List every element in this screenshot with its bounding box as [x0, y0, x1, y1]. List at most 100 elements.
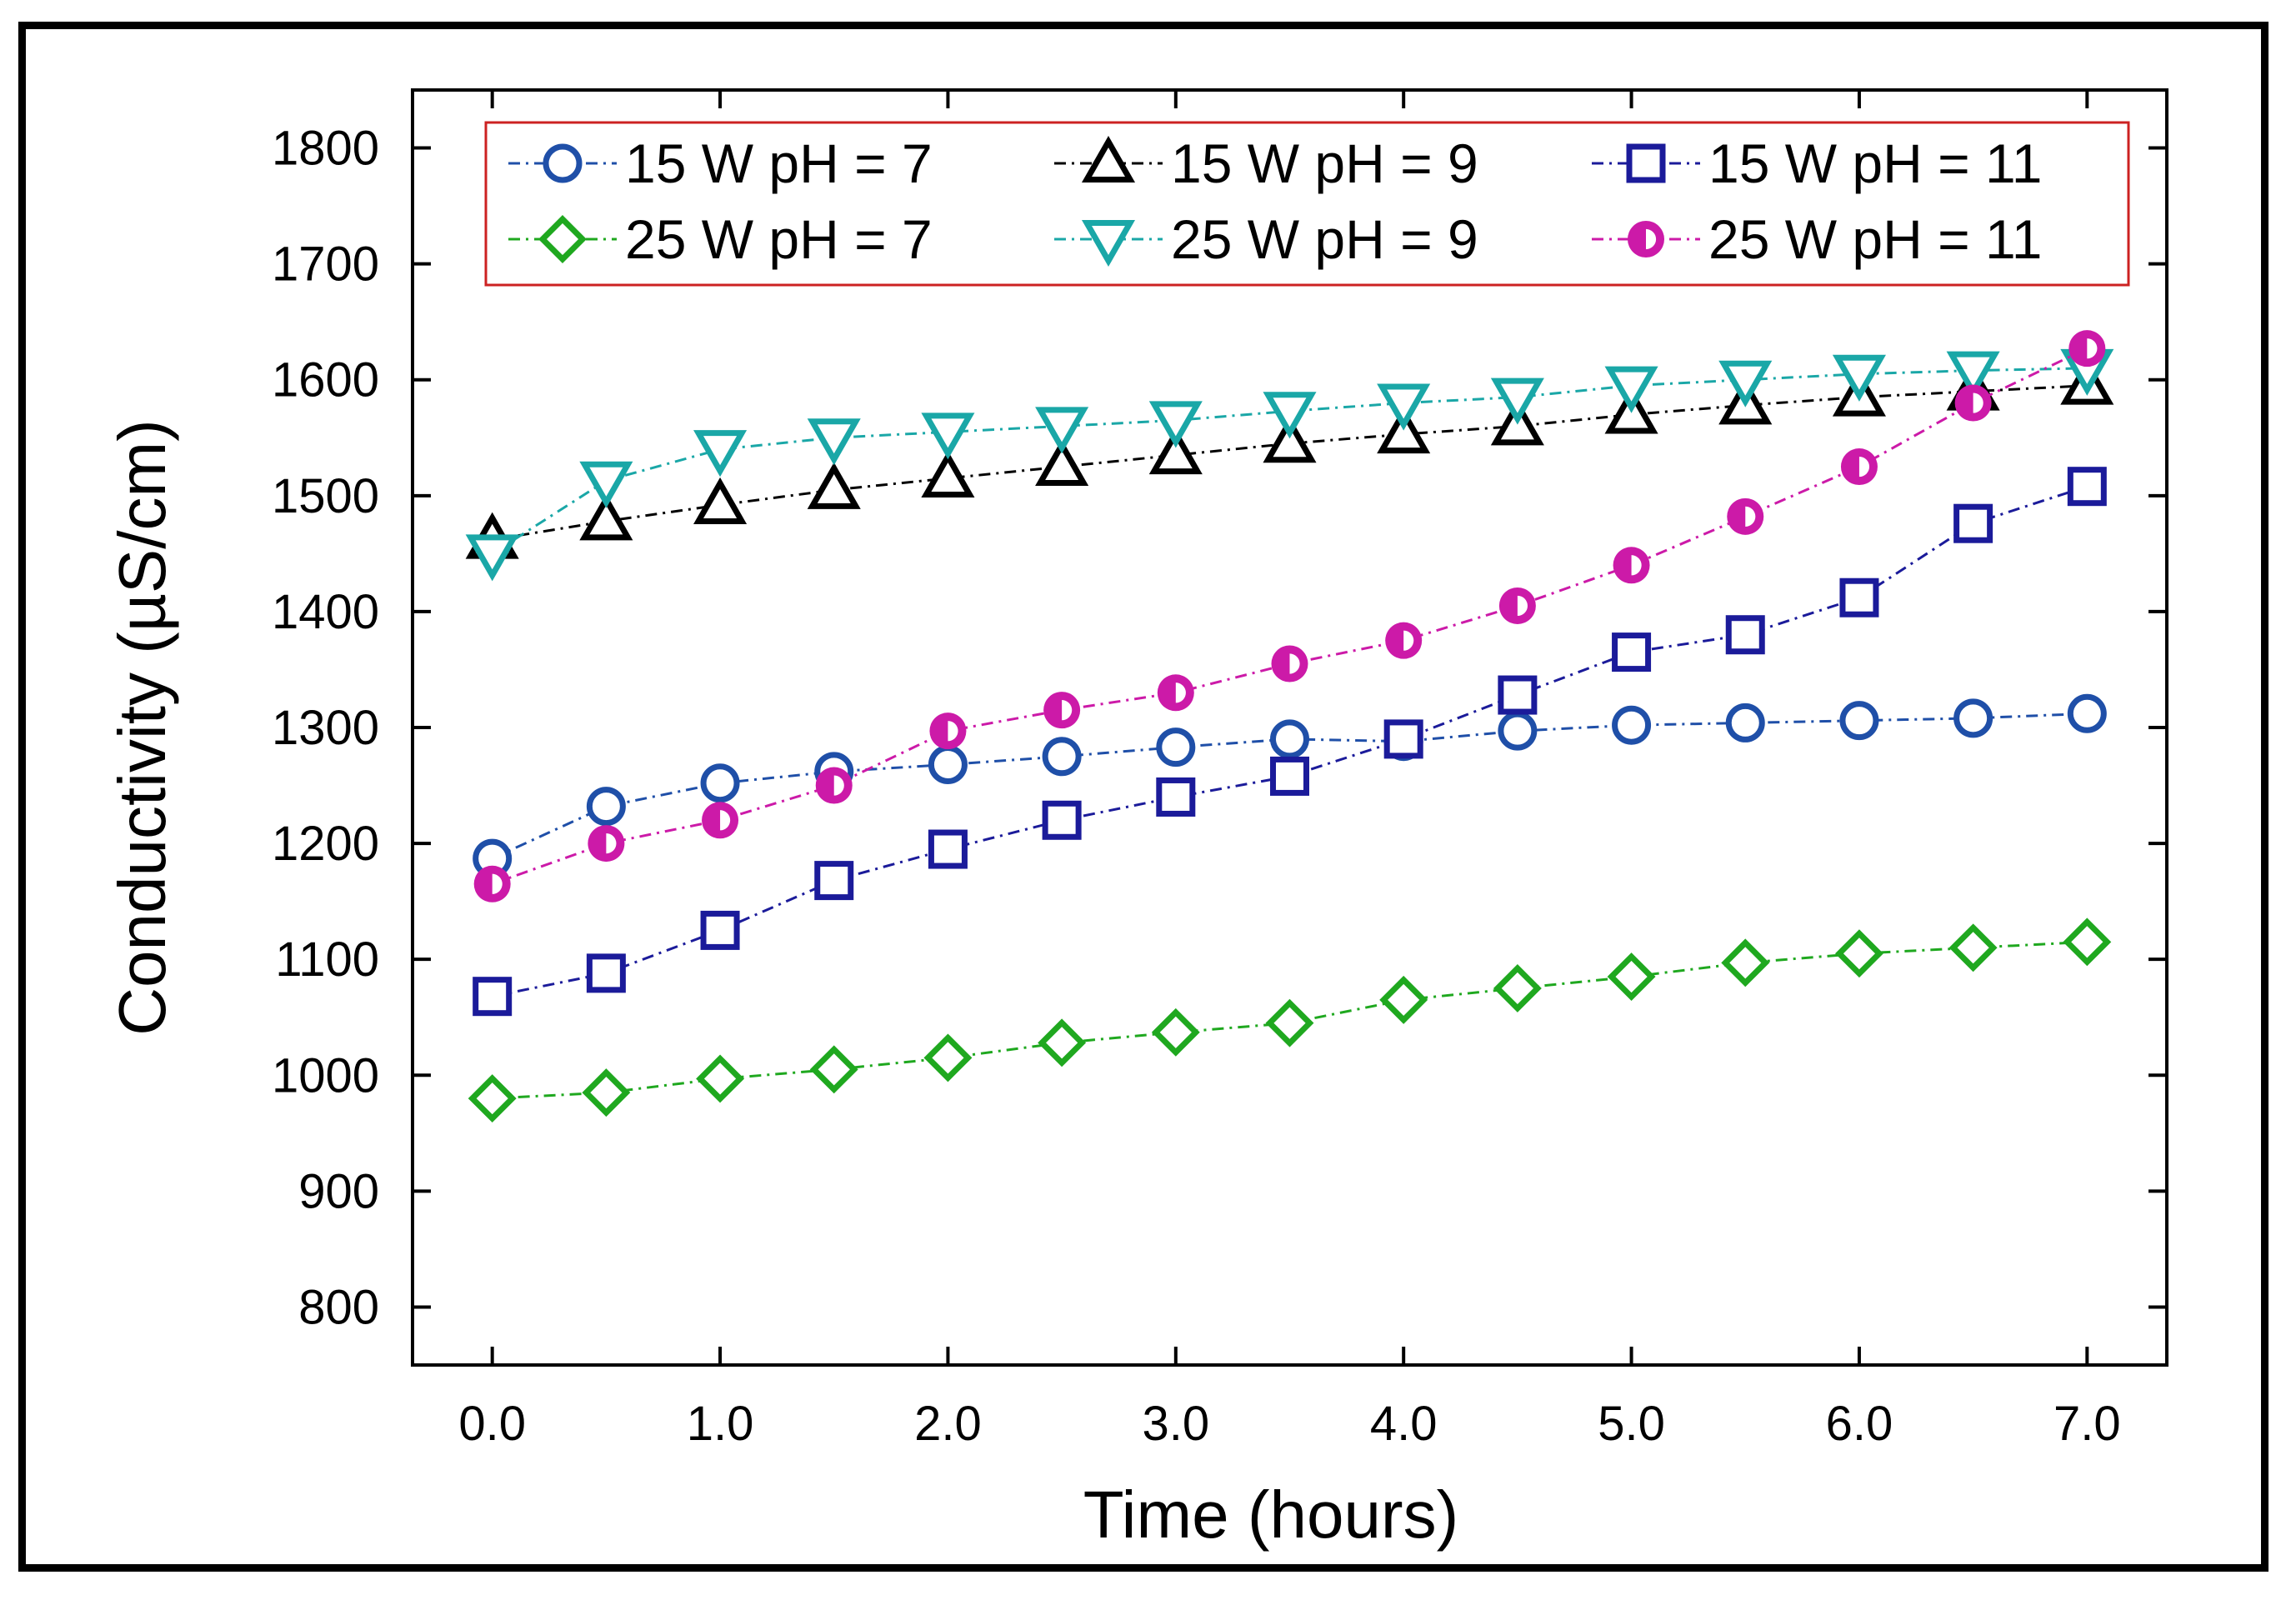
data-point	[1948, 923, 1998, 972]
data-point	[1035, 438, 1089, 487]
data-point	[1148, 401, 1203, 448]
y-tick-label: 1100	[275, 932, 379, 987]
data-point	[2068, 330, 2106, 368]
data-point	[1613, 547, 1650, 584]
legend-entry: 15 W pH = 7	[508, 132, 933, 194]
data-point	[815, 767, 853, 804]
data-point	[1265, 998, 1314, 1048]
legend-box	[484, 121, 2130, 287]
y-tick-label: 1700	[272, 238, 379, 292]
data-point	[586, 787, 626, 827]
data-point	[1157, 674, 1194, 712]
data-point	[2067, 693, 2107, 733]
series-line	[491, 367, 2088, 555]
x-tick-label: 4.0	[1370, 1397, 1438, 1451]
series-2	[465, 358, 2114, 559]
series-4	[468, 918, 2112, 1123]
data-point	[1839, 701, 1879, 741]
data-point	[1385, 622, 1423, 659]
data-point	[807, 418, 861, 466]
data-point	[1377, 407, 1431, 454]
legend-label: 25 W pH = 11	[1708, 208, 2042, 270]
legend-label: 25 W pH = 9	[1171, 208, 1478, 270]
data-point	[807, 462, 861, 509]
legend-label: 15 W pH = 11	[1708, 132, 2042, 194]
y-tick-label: 1400	[272, 585, 379, 639]
data-point	[814, 861, 854, 901]
data-point	[700, 910, 740, 950]
data-point	[468, 1074, 517, 1123]
data-point	[1832, 354, 1886, 402]
data-point	[693, 430, 748, 478]
data-point	[1270, 719, 1309, 759]
data-point	[1953, 698, 1993, 738]
x-tick-label: 1.0	[687, 1397, 754, 1451]
data-point	[1840, 448, 1878, 486]
y-tick-label: 1300	[272, 701, 379, 755]
data-point	[1271, 645, 1308, 682]
data-point	[2063, 918, 2112, 967]
data-point	[1725, 702, 1765, 742]
x-axis-title: Time (hours)	[1083, 1478, 1458, 1552]
y-tick-label: 1500	[272, 469, 379, 523]
data-point	[579, 461, 633, 508]
y-tick-label: 1800	[272, 122, 379, 176]
legend-label: 15 W pH = 9	[1171, 132, 1478, 194]
y-tick-label: 1600	[272, 353, 379, 408]
legend: 15 W pH = 7 15 W pH = 9 15 W pH = 11 25 W p…	[484, 121, 2130, 287]
data-point	[1043, 692, 1081, 729]
data-point	[1953, 503, 1993, 543]
y-tick-label: 800	[298, 1280, 379, 1334]
data-point	[2067, 467, 2107, 507]
data-point	[702, 802, 739, 839]
series-6	[473, 330, 2106, 902]
data-point	[1377, 383, 1431, 431]
data-point	[1612, 705, 1652, 745]
data-point	[582, 1068, 631, 1118]
legend-entry: 25 W pH = 11	[1592, 208, 2042, 270]
data-point	[1148, 428, 1203, 475]
data-point	[1604, 366, 1658, 413]
y-tick-label: 1200	[272, 817, 379, 871]
data-point	[1490, 378, 1544, 425]
legend-marker	[538, 215, 587, 263]
x-tick-label: 0.0	[458, 1397, 526, 1451]
legend-entry: 25 W pH = 7	[508, 208, 933, 270]
data-point	[1383, 719, 1423, 759]
data-point	[1725, 615, 1765, 655]
data-point	[929, 712, 967, 750]
data-point	[579, 493, 633, 541]
data-point	[1727, 498, 1764, 535]
y-axis-title: Conductivity (µS/cm)	[105, 419, 179, 1036]
data-point	[1493, 964, 1542, 1012]
data-point	[1270, 756, 1309, 796]
data-point	[1156, 777, 1196, 817]
legend-entry: 15 W pH = 9	[1054, 132, 1478, 194]
data-point	[1379, 975, 1428, 1024]
data-point	[1035, 407, 1089, 454]
data-point	[1156, 728, 1196, 768]
data-point	[921, 412, 975, 460]
data-point	[586, 953, 626, 993]
data-point	[700, 763, 740, 803]
data-point	[1839, 578, 1879, 618]
series-layer	[465, 330, 2114, 1123]
legend-entry: 15 W pH = 11	[1592, 132, 2042, 194]
x-tick-label: 7.0	[2053, 1397, 2121, 1451]
y-tick-label: 1000	[272, 1048, 379, 1102]
data-point	[1042, 800, 1082, 840]
data-point	[1498, 587, 1536, 624]
series-3	[473, 467, 2107, 1017]
data-point	[921, 450, 975, 498]
data-point	[473, 865, 511, 902]
data-point	[1612, 632, 1652, 672]
legend-marker	[1081, 135, 1136, 182]
data-point	[1263, 416, 1317, 463]
data-point	[1042, 737, 1082, 777]
data-point	[1954, 384, 1992, 422]
data-point	[1834, 929, 1883, 978]
axis-ticks: 0.0 1.0 2.0 3.0 4.0 5.0 6.0 7.0 800 900 1000 1100 12…	[272, 90, 2167, 1451]
legend-label: 25 W pH = 7	[625, 208, 933, 270]
x-tick-label: 3.0	[1142, 1397, 1209, 1451]
